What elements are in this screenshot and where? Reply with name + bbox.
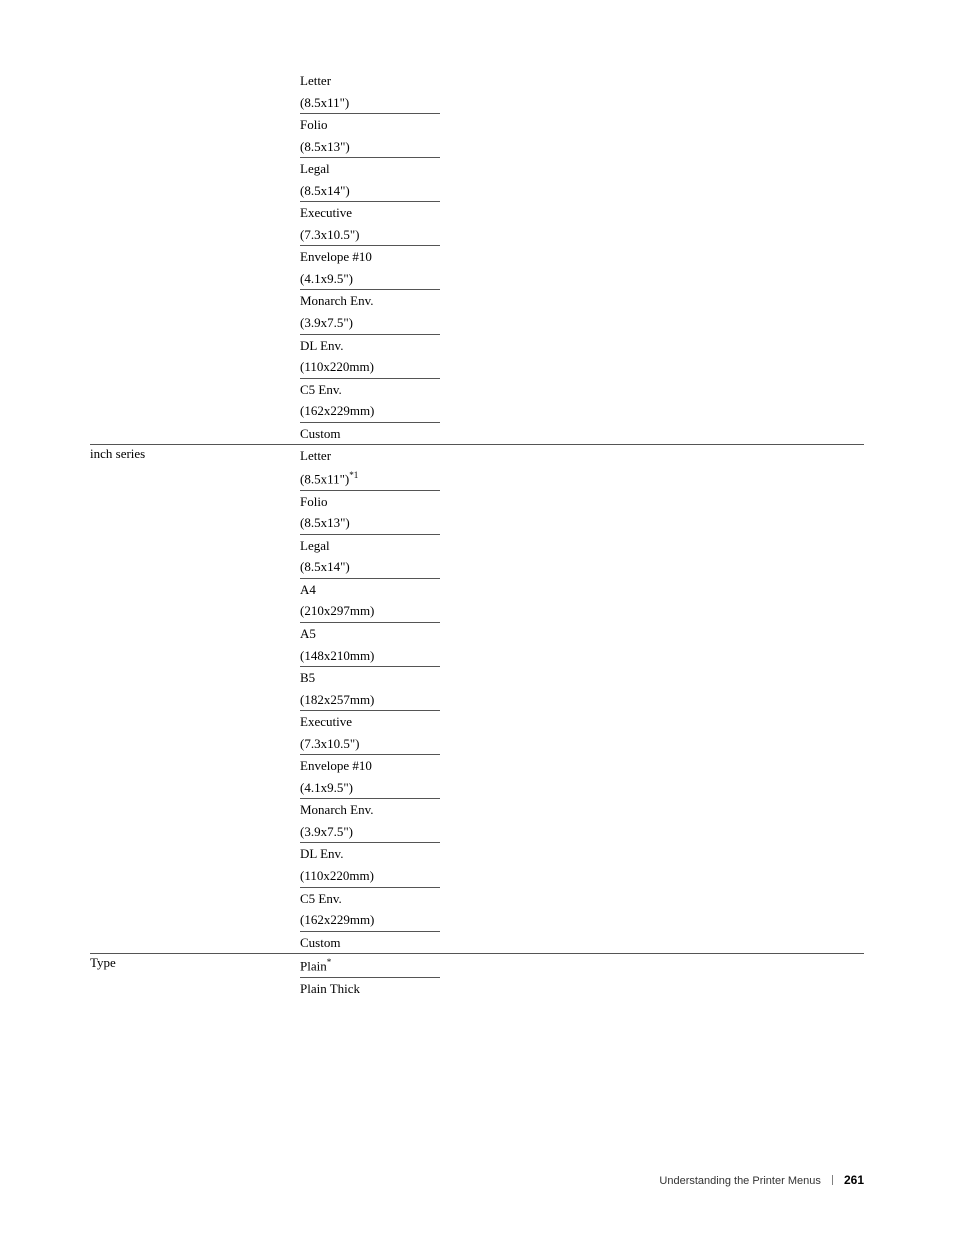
value-item: Envelope #10: [300, 755, 864, 777]
value-item: Envelope #10: [300, 246, 864, 268]
value-item: Legal: [300, 158, 864, 180]
value-item: Letter: [300, 445, 864, 467]
page-footer: Understanding the Printer Menus 261: [659, 1173, 864, 1187]
value-item: (210x297mm): [300, 600, 440, 623]
value-item: (8.5x14"): [300, 556, 440, 579]
value-item: (8.5x14"): [300, 180, 440, 203]
value-item: B5: [300, 667, 864, 689]
value-item: (182x257mm): [300, 689, 440, 712]
value-item: (162x229mm): [300, 909, 440, 932]
table-row: inch seriesLetter(8.5x11")*1Folio(8.5x13…: [90, 445, 864, 954]
value-item: (8.5x11"): [300, 92, 440, 115]
value-item: Executive: [300, 711, 864, 733]
value-item: Folio: [300, 491, 864, 513]
row-values: Letter(8.5x11")*1Folio(8.5x13")Legal(8.5…: [300, 445, 864, 954]
value-item: C5 Env.: [300, 379, 864, 401]
row-values: Plain*Plain Thick: [300, 954, 864, 1000]
value-item: (8.5x13"): [300, 136, 440, 159]
row-label: inch series: [90, 445, 300, 954]
page-container: Letter(8.5x11")Folio(8.5x13")Legal(8.5x1…: [0, 0, 954, 1235]
value-item: (162x229mm): [300, 400, 440, 423]
value-item: Monarch Env.: [300, 290, 864, 312]
value-item: (3.9x7.5"): [300, 821, 440, 844]
value-item: Letter: [300, 70, 864, 92]
value-item: (7.3x10.5"): [300, 224, 440, 247]
value-item: Monarch Env.: [300, 799, 864, 821]
paper-size-table: Letter(8.5x11")Folio(8.5x13")Legal(8.5x1…: [90, 70, 864, 1000]
table-row: Letter(8.5x11")Folio(8.5x13")Legal(8.5x1…: [90, 70, 864, 445]
footer-section-title: Understanding the Printer Menus: [659, 1175, 820, 1187]
footer-divider: [832, 1175, 833, 1185]
value-item: Custom: [300, 423, 864, 445]
value-item: (110x220mm): [300, 356, 440, 379]
value-item: (3.9x7.5"): [300, 312, 440, 335]
value-item: Legal: [300, 535, 864, 557]
value-item: Executive: [300, 202, 864, 224]
value-item: DL Env.: [300, 843, 864, 865]
value-item: Custom: [300, 932, 864, 954]
value-item: (8.5x13"): [300, 512, 440, 535]
value-item: A5: [300, 623, 864, 645]
value-item: C5 Env.: [300, 888, 864, 910]
footer-page-number: 261: [844, 1173, 864, 1187]
value-item: (8.5x11")*1: [300, 467, 440, 491]
value-item: Plain Thick: [300, 978, 864, 1000]
value-item: (4.1x9.5"): [300, 268, 440, 291]
value-item: (7.3x10.5"): [300, 733, 440, 756]
value-item: A4: [300, 579, 864, 601]
value-item: (148x210mm): [300, 645, 440, 668]
value-item: (4.1x9.5"): [300, 777, 440, 800]
value-item: (110x220mm): [300, 865, 440, 888]
value-item: DL Env.: [300, 335, 864, 357]
value-item: Folio: [300, 114, 864, 136]
row-label: Type: [90, 954, 300, 1000]
value-item: Plain*: [300, 954, 440, 978]
row-values: Letter(8.5x11")Folio(8.5x13")Legal(8.5x1…: [300, 70, 864, 445]
table-row: TypePlain*Plain Thick: [90, 954, 864, 1000]
row-label: [90, 70, 300, 445]
